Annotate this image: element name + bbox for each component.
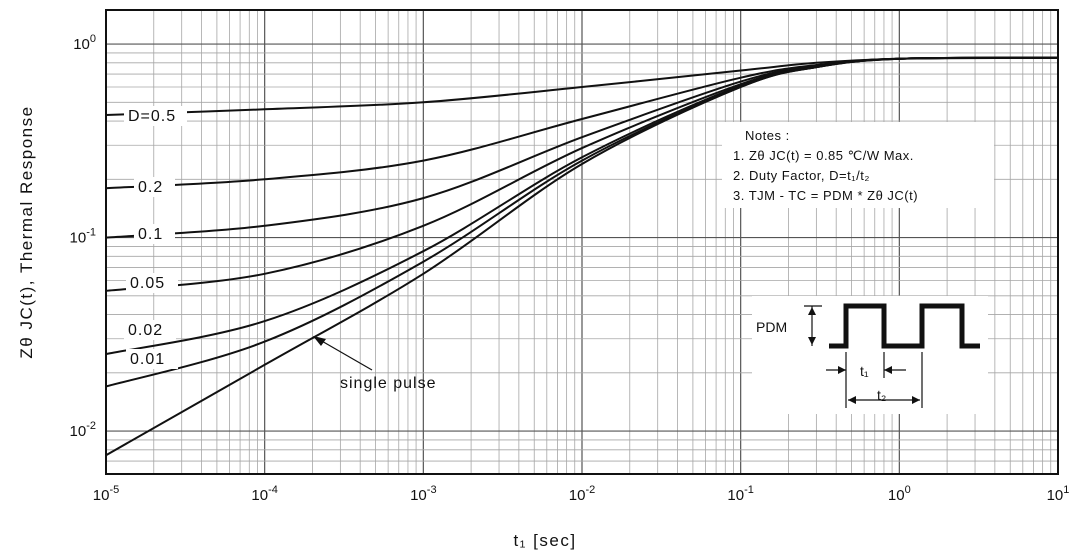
- x-tick-label: 10-2: [569, 484, 595, 504]
- plot-frame: [105, 9, 1059, 475]
- x-tick-label: 100: [888, 484, 911, 504]
- series-label-4: 0.02: [128, 322, 163, 339]
- t1-label: t₁: [860, 363, 869, 379]
- series-label-1: 0.2: [138, 179, 163, 196]
- pdm-label: PDM: [756, 319, 787, 335]
- t2-label: t₂: [877, 387, 886, 403]
- series-label-bg: [126, 273, 178, 293]
- series-label-bg: [124, 320, 176, 340]
- x-axis-ticks: 10-5 10-4 10-3 10-2 10-1 100 101: [93, 484, 1070, 504]
- arrow-head-icon: [313, 336, 326, 346]
- notes-line-3: 3. TJM - TC = PDM * Zθ JC(t): [733, 188, 918, 203]
- series-label-6: single pulse: [340, 375, 437, 392]
- series-line-6: [105, 56, 1059, 457]
- series-label-bg: [134, 224, 175, 244]
- notes-line-2: 2. Duty Factor, D=t₁/t₂: [733, 168, 870, 183]
- grid: [105, 10, 1058, 475]
- x-tick-label: 10-5: [93, 484, 119, 504]
- series-label-3: 0.05: [130, 275, 165, 292]
- series-label-2: 0.1: [138, 226, 163, 243]
- y-axis-title: Zθ JC(t), Thermal Response: [17, 105, 36, 358]
- series-labels: D=0.5 0.2 0.1 0.05 0.02 0.01 single pulse: [124, 106, 437, 392]
- notes-heading: Notes :: [745, 128, 790, 143]
- y-tick-label: 10-2: [70, 420, 96, 440]
- series-label-0: D=0.5: [128, 108, 176, 125]
- notes-box: Notes : 1. Zθ JC(t) = 0.85 ℃/W Max. 2. D…: [722, 122, 994, 208]
- x-tick-label: 10-1: [727, 484, 753, 504]
- series-label-5: 0.01: [130, 351, 165, 368]
- notes-line-1: 1. Zθ JC(t) = 0.85 ℃/W Max.: [733, 148, 914, 163]
- series-label-bg: [134, 177, 175, 197]
- x-tick-label: 10-4: [251, 484, 277, 504]
- series-label-bg: [126, 349, 178, 369]
- pulse-diagram: PDM t₁ t₂: [752, 296, 988, 414]
- single-pulse-annotation: [313, 336, 373, 371]
- series-label-bg: [124, 106, 187, 126]
- y-tick-label: 10-1: [70, 227, 96, 247]
- x-tick-label: 10-3: [410, 484, 436, 504]
- y-axis-ticks: 10-2 10-1 100: [70, 33, 96, 440]
- x-axis-title: t₁ [sec]: [513, 531, 576, 550]
- x-tick-label: 101: [1047, 484, 1070, 504]
- pulse-waveform: [829, 303, 980, 349]
- series-lines: [105, 56, 1059, 457]
- y-tick-label: 100: [73, 33, 96, 53]
